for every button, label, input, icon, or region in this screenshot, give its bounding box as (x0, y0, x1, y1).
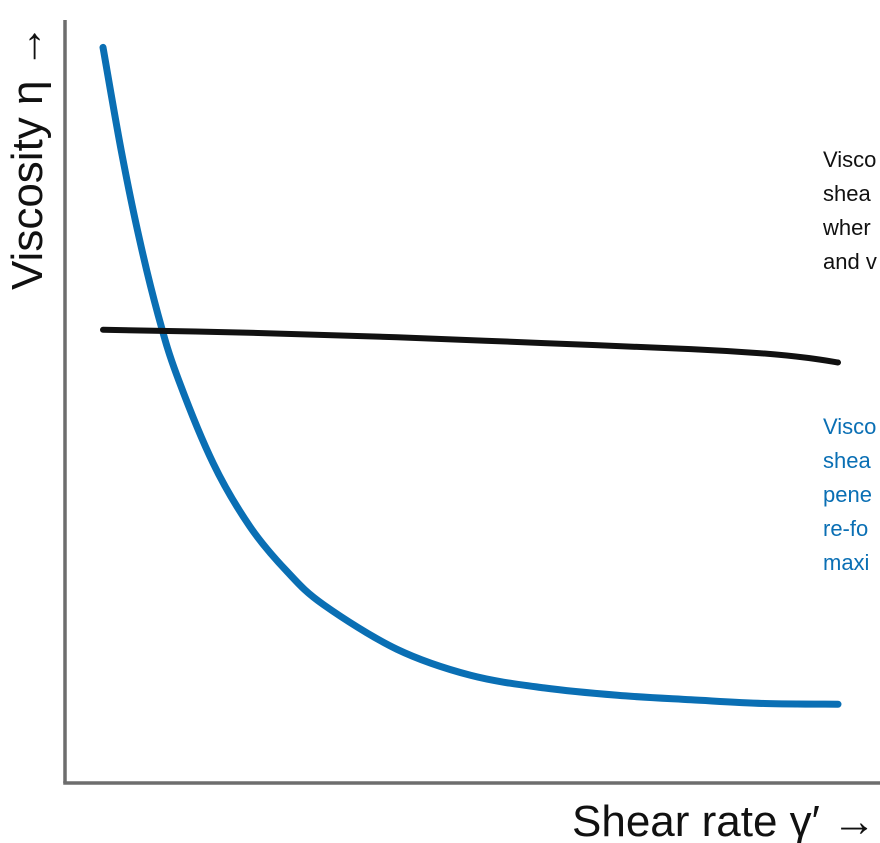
annotation-line: pene (823, 482, 872, 507)
annotation-line: re-fo (823, 516, 868, 541)
annotation-line: Visco (823, 414, 876, 439)
blue-viscosity-curve (99, 43, 842, 708)
annotation-line: and v (823, 249, 877, 274)
annotation-blue-curve: Visco shea pene re-fo maxi (823, 414, 876, 575)
annotation-line: shea (823, 181, 871, 206)
series-layer (99, 43, 842, 708)
x-axis-label: Shear rate γ′ → (572, 797, 876, 843)
annotation-line: wher (822, 215, 871, 240)
axes (63, 20, 880, 785)
black-viscosity-curve (100, 326, 841, 366)
annotation-black-curve: Visco shea wher and v (822, 147, 877, 274)
annotation-line: maxi (823, 550, 869, 575)
y-axis-label: Viscosity η → (3, 24, 52, 290)
annotation-line: shea (823, 448, 871, 473)
annotation-line: Visco (823, 147, 876, 172)
